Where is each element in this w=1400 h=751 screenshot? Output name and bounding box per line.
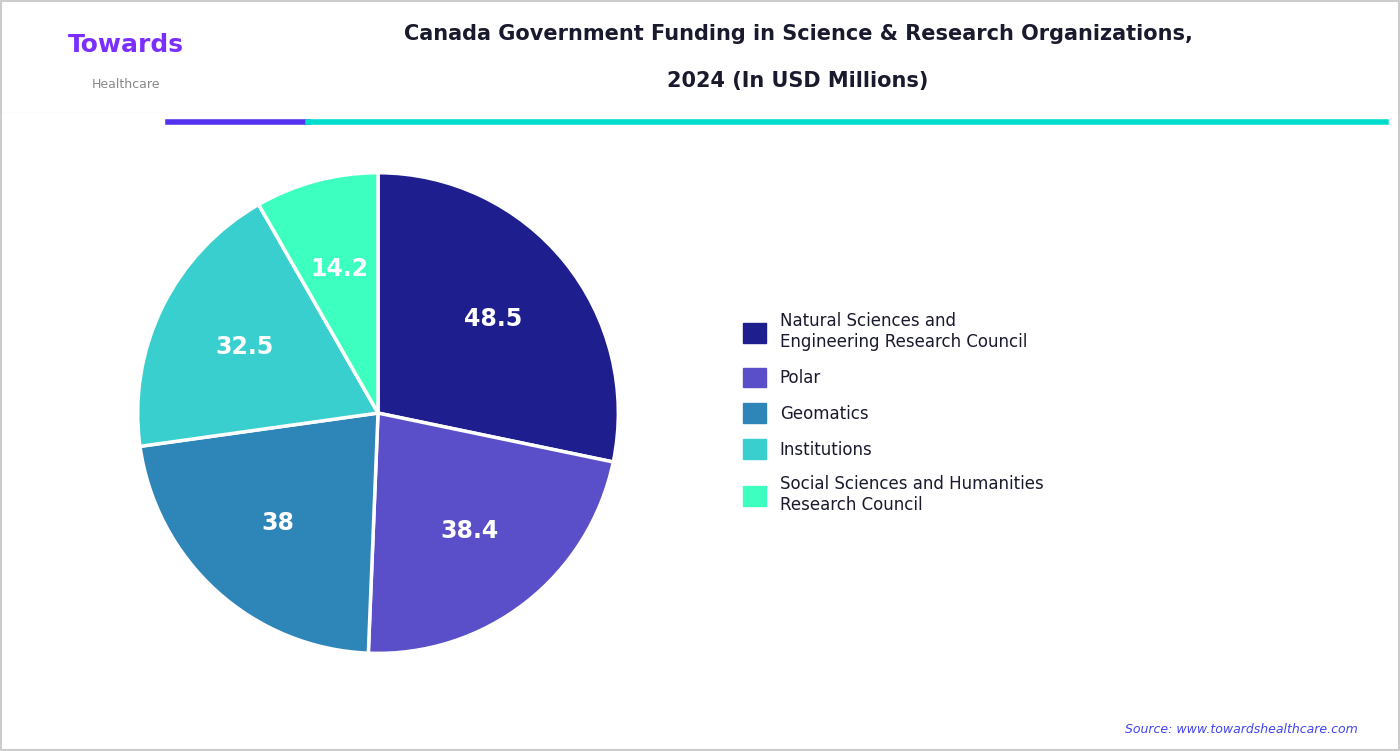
Wedge shape — [259, 173, 378, 413]
Wedge shape — [140, 413, 378, 653]
Text: 2024 (In USD Millions): 2024 (In USD Millions) — [668, 71, 928, 91]
Legend: Natural Sciences and
Engineering Research Council, Polar, Geomatics, Institution: Natural Sciences and Engineering Researc… — [735, 303, 1051, 523]
Text: 48.5: 48.5 — [465, 307, 522, 331]
Text: Towards: Towards — [69, 33, 183, 57]
Text: 14.2: 14.2 — [311, 257, 368, 281]
Text: Healthcare: Healthcare — [92, 78, 160, 91]
Text: 38.4: 38.4 — [441, 518, 498, 542]
Wedge shape — [368, 413, 613, 653]
Text: 38: 38 — [262, 511, 294, 535]
Text: Canada Government Funding in Science & Research Organizations,: Canada Government Funding in Science & R… — [403, 24, 1193, 44]
Text: 32.5: 32.5 — [216, 336, 273, 360]
Wedge shape — [378, 173, 619, 462]
Text: Source: www.towardshealthcare.com: Source: www.towardshealthcare.com — [1126, 723, 1358, 736]
Wedge shape — [137, 204, 378, 446]
